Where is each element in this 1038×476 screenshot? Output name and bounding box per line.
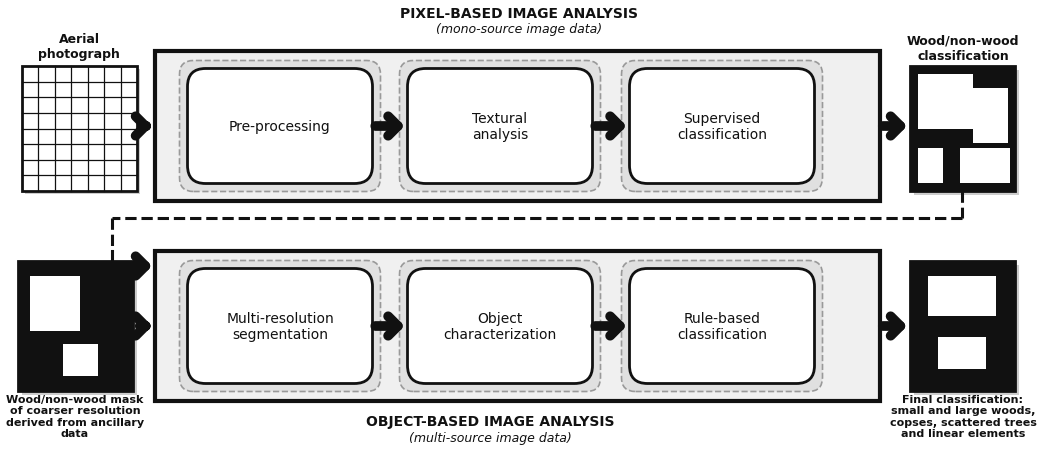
Bar (910, 261, 1015, 391)
Bar (155, 52, 880, 201)
FancyBboxPatch shape (400, 61, 601, 192)
Text: Wood/non-wood
classification: Wood/non-wood classification (907, 35, 1019, 63)
Bar (18, 261, 133, 391)
FancyBboxPatch shape (180, 261, 381, 392)
Bar (914, 71, 1019, 196)
Bar (914, 266, 1019, 395)
Text: Rule-based
classification: Rule-based classification (677, 311, 767, 341)
Text: PIXEL-BASED IMAGE ANALYSIS: PIXEL-BASED IMAGE ANALYSIS (400, 7, 638, 21)
Bar (928, 277, 996, 317)
FancyBboxPatch shape (408, 69, 593, 184)
FancyBboxPatch shape (400, 261, 601, 392)
FancyBboxPatch shape (622, 61, 822, 192)
Bar (973, 89, 1008, 144)
Bar (63, 344, 98, 376)
Bar (960, 149, 1010, 184)
Text: Final classification:
small and large woods,
copses, scattered trees
and linear : Final classification: small and large wo… (890, 394, 1036, 438)
Text: Supervised
classification: Supervised classification (677, 112, 767, 142)
Bar (918, 149, 943, 184)
Text: Pre-processing: Pre-processing (229, 120, 331, 134)
FancyBboxPatch shape (188, 269, 373, 384)
FancyBboxPatch shape (180, 61, 381, 192)
Bar (30, 277, 80, 331)
FancyBboxPatch shape (622, 261, 822, 392)
Bar (918, 75, 973, 130)
FancyBboxPatch shape (188, 69, 373, 184)
FancyBboxPatch shape (629, 69, 815, 184)
Bar (938, 337, 986, 369)
Text: (mono-source image data): (mono-source image data) (436, 22, 602, 35)
Text: Aerial
photograph: Aerial photograph (38, 33, 120, 61)
Bar (910, 67, 1015, 192)
Bar (155, 251, 880, 401)
Text: Wood/non-wood mask
of coarser resolution
derived from ancillary
data: Wood/non-wood mask of coarser resolution… (6, 394, 144, 438)
Text: (multi-source image data): (multi-source image data) (409, 432, 571, 445)
Text: OBJECT-BASED IMAGE ANALYSIS: OBJECT-BASED IMAGE ANALYSIS (365, 414, 614, 428)
FancyBboxPatch shape (629, 269, 815, 384)
Text: Multi-resolution
segmentation: Multi-resolution segmentation (226, 311, 334, 341)
Text: Object
characterization: Object characterization (443, 311, 556, 341)
Bar (22, 266, 137, 395)
Bar (25, 70, 140, 195)
Text: Textural
analysis: Textural analysis (472, 112, 528, 142)
FancyBboxPatch shape (408, 269, 593, 384)
Bar (22, 67, 137, 192)
